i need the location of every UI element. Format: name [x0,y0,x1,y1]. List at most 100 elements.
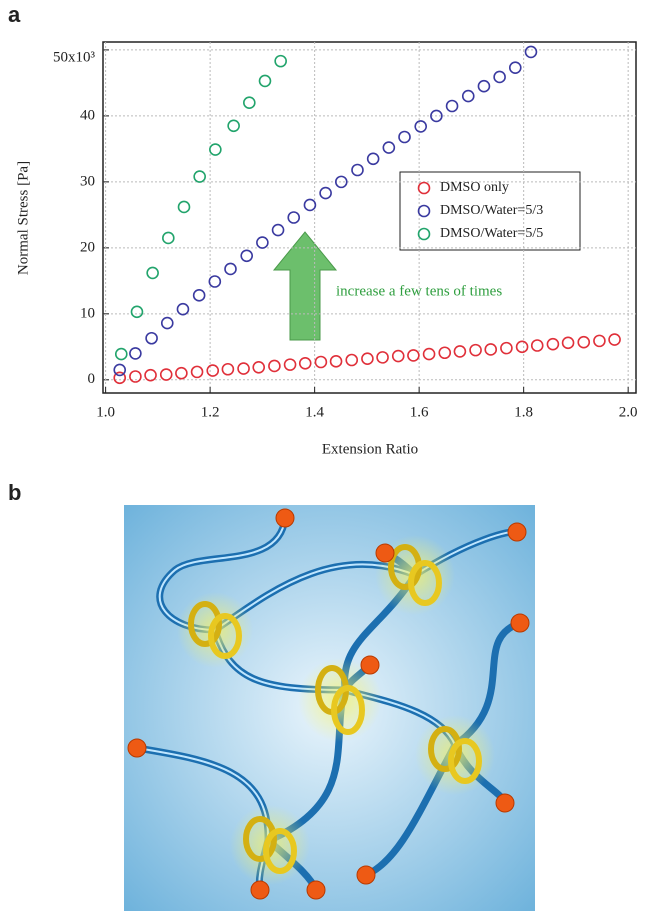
illustration: b [8,480,535,911]
data-point [258,74,272,88]
data-point [159,368,173,381]
data-point [453,345,467,358]
y-axis-label: Normal Stress [Pa] [15,161,31,275]
data-point [314,355,328,369]
data-point [530,339,544,352]
data-point [274,54,287,68]
data-point [345,353,359,367]
y-tick-label: 30 [80,173,95,189]
data-point [469,343,482,357]
data-point [227,119,240,133]
y-tick-label: 10 [80,305,95,321]
data-point [361,352,374,365]
data-point [146,266,159,280]
x-axis-label: Extension Ratio [322,441,418,457]
data-point [484,343,498,356]
data-point [129,347,142,360]
data-point [414,120,428,133]
data-point [130,305,144,319]
data-point [160,316,174,330]
data-point [145,331,158,345]
legend-marker [417,181,431,195]
data-point [303,198,317,212]
data-point [577,335,591,349]
data-point [351,163,364,177]
data-point [430,109,443,123]
y-tick-label: 40 [80,107,95,123]
plot-frame [102,41,637,394]
rings [177,535,495,885]
data-point [287,211,301,224]
y-tick-label: 20 [80,239,95,255]
data-point [608,333,621,346]
data-point [252,360,266,374]
data-point [237,362,250,375]
legend-label: DMSO/Water=5/3 [440,203,543,218]
data-point [334,175,348,189]
x-tick-label: 1.6 [410,404,429,420]
data-point [508,61,522,75]
data-point [445,99,459,113]
data-point [240,249,254,263]
data-point [144,368,157,382]
data-point [422,347,436,361]
data-point [271,223,285,237]
data-point [283,358,297,371]
data-point [329,355,343,368]
data-point [175,366,188,380]
data-point [177,200,191,214]
data-point [221,362,235,376]
x-tick-label: 1.4 [305,404,324,420]
data-point [114,347,128,361]
data-point [208,275,222,288]
data-point [268,359,281,373]
data-point [209,143,222,156]
data-point [391,349,405,363]
end-groups [127,508,530,900]
data-point [524,45,538,59]
data-point [176,302,190,316]
data-point [113,363,127,377]
data-point [366,152,380,166]
data-point [546,337,560,351]
data-point [500,341,513,355]
legend-label: DMSO/Water=5/5 [440,226,543,241]
legend-marker [417,204,431,218]
y-tick-label: 50x10³ [53,49,96,65]
y-tick-label: 0 [88,371,96,387]
data-point [129,370,142,383]
data-point [256,236,269,249]
data-point [398,130,411,144]
data-point [461,89,475,103]
legend-label: DMSO only [440,180,509,195]
data-point [224,262,237,276]
data-point [376,351,389,364]
x-tick-label: 2.0 [619,404,638,420]
data-point [593,334,606,348]
panel-label: b [8,480,21,505]
legend-marker [417,227,431,241]
data-point [113,371,127,385]
data-point [438,346,452,360]
data-point [477,79,491,93]
data-point [515,340,529,354]
x-tick-label: 1.0 [96,404,115,420]
data-point [561,336,575,350]
x-tick-label: 1.2 [201,404,220,420]
arrow [272,231,338,341]
data-point [319,186,332,200]
x-tick-label: 1.8 [514,404,533,420]
data-point [193,170,206,183]
data-point [243,96,256,109]
data-point [192,289,206,302]
data-point [206,364,220,377]
data-point [162,231,175,245]
data-point [190,365,204,379]
chart: a Extension Ratio Normal Stress [Pa] inc… [8,2,638,458]
data-point [298,357,312,370]
panel-label: a [8,2,21,27]
data-point [493,70,506,84]
data-point [407,349,420,362]
data-point [382,141,396,154]
